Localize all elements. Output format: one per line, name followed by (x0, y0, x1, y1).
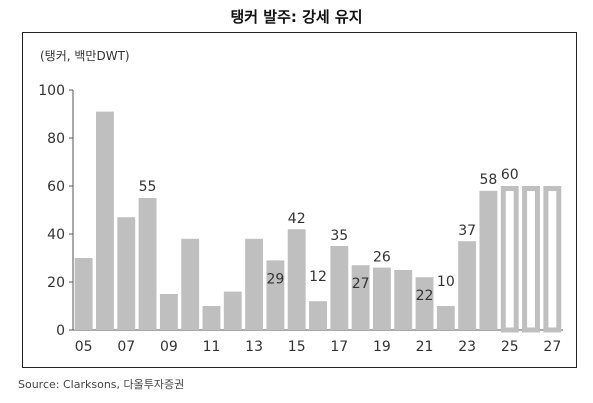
bar-10 (181, 238, 200, 330)
bar-17 (330, 246, 349, 330)
x-tick-label-23: 23 (458, 339, 476, 355)
bar-14 (266, 260, 285, 330)
data-label-23: 37 (458, 223, 476, 239)
bar-11 (202, 306, 221, 330)
data-label-08: 55 (139, 179, 157, 195)
data-label-18: 27 (352, 276, 370, 292)
chart-frame: (탱커, 백만DWT) 0 20 40 60 80 100 05 07 09 11 13 15 17 19 2… (22, 32, 577, 368)
x-tick-label-11: 11 (203, 339, 221, 355)
bar-25 (500, 186, 519, 333)
bar-22 (436, 306, 455, 330)
data-label-24: 58 (480, 172, 498, 188)
bar-16 (309, 301, 327, 330)
x-tick-label-19: 19 (373, 339, 391, 355)
x-tick-label-13: 13 (245, 339, 263, 355)
x-tick-label-07: 07 (117, 339, 135, 355)
x-tick-label-27: 27 (543, 339, 561, 355)
bar-05 (74, 258, 93, 330)
bar-09 (159, 294, 178, 330)
x-tick-label-15: 15 (288, 339, 306, 355)
bar-19 (372, 267, 391, 330)
bar-18 (351, 265, 370, 330)
y-tick-label: 100 (38, 83, 65, 99)
y-tick-label: 60 (47, 179, 65, 195)
x-tick-label-17: 17 (330, 339, 348, 355)
bar-21 (415, 277, 434, 330)
x-tick-label-09: 09 (160, 339, 178, 355)
y-tick-label: 20 (47, 275, 65, 291)
x-tick-label-25: 25 (501, 339, 519, 355)
bar-07 (117, 217, 136, 330)
y-tick-label: 0 (56, 323, 65, 339)
bar-26 (522, 186, 540, 333)
bar-27 (543, 186, 562, 333)
data-label-14: 29 (266, 271, 284, 287)
x-tick-label-21: 21 (416, 339, 434, 355)
bar-12 (223, 291, 242, 330)
data-label-16: 12 (309, 269, 327, 285)
bar-08 (138, 198, 157, 330)
y-tick-label: 80 (47, 131, 65, 147)
data-label-22: 10 (437, 274, 455, 290)
unit-label: (탱커, 백만DWT) (40, 49, 130, 63)
chart-title: 탱커 발주: 강세 유지 (230, 8, 363, 26)
data-label-15: 42 (288, 211, 306, 227)
bar-06 (96, 111, 114, 330)
bar-24 (479, 190, 498, 330)
x-tick-label-05: 05 (75, 339, 93, 355)
bar-15 (287, 229, 306, 330)
data-label-21: 22 (416, 288, 434, 304)
data-label-17: 35 (330, 228, 348, 244)
data-label-25: 60 (501, 167, 519, 183)
bar-13 (245, 238, 264, 330)
data-label-19: 26 (373, 250, 391, 266)
bar-chart: (탱커, 백만DWT) 0 20 40 60 80 100 05 07 09 11 13 15 17 19 2… (38, 49, 563, 355)
source-note: Source: Clarksons, 다올투자증권 (18, 378, 185, 391)
bar-20 (394, 270, 413, 330)
y-tick-label: 40 (47, 227, 65, 243)
bar-23 (458, 241, 477, 330)
